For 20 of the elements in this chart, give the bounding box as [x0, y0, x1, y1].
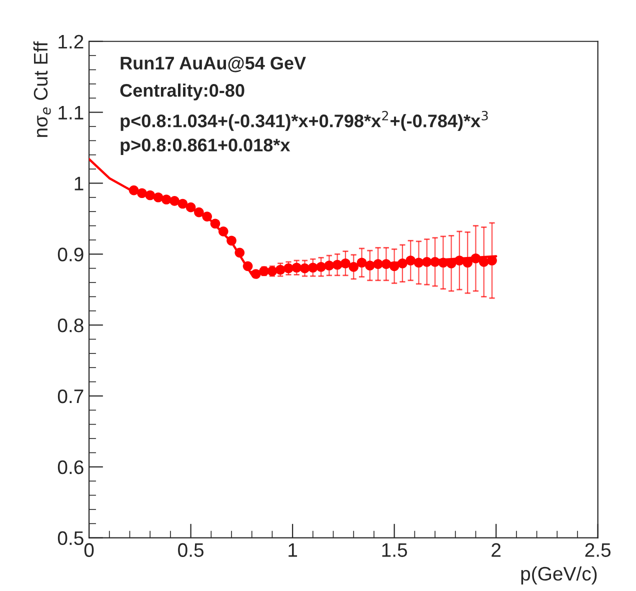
- x-axis-title: p(GeV/c): [521, 566, 597, 584]
- x-tick-label: 1: [288, 543, 298, 557]
- x-tick-label: 0.5: [178, 543, 204, 557]
- x-tick-label: 1.5: [382, 543, 408, 557]
- annotation: p>0.8:0.861+0.018*x: [120, 138, 290, 156]
- x-tick-label: 2: [492, 543, 501, 557]
- annotation: Centrality:0-80: [120, 84, 244, 100]
- y-tick-label: 0.9: [58, 248, 84, 262]
- y-axis-title: nσ$_{e}$ Cut Eff: [33, 41, 51, 137]
- y-tick-label: 0.8: [58, 318, 84, 332]
- y-tick-label: 0.6: [58, 460, 84, 474]
- x-tick-label: 0: [84, 543, 94, 557]
- annotation: Run17 AuAu@54 GeV: [120, 56, 306, 72]
- annotation: p<0.8:1.034+(-0.341)*x+0.798*x$^{2}$+(-0.784)*x$^{3}$: [120, 110, 488, 131]
- x-tick-label: 2.5: [585, 543, 611, 557]
- y-tick-label: 0.5: [58, 531, 84, 546]
- y-tick-label: 1.1: [58, 106, 84, 120]
- y-tick-label: 0.7: [58, 389, 84, 404]
- y-tick-label: 1: [74, 176, 84, 190]
- y-tick-label: 1.2: [58, 34, 84, 48]
